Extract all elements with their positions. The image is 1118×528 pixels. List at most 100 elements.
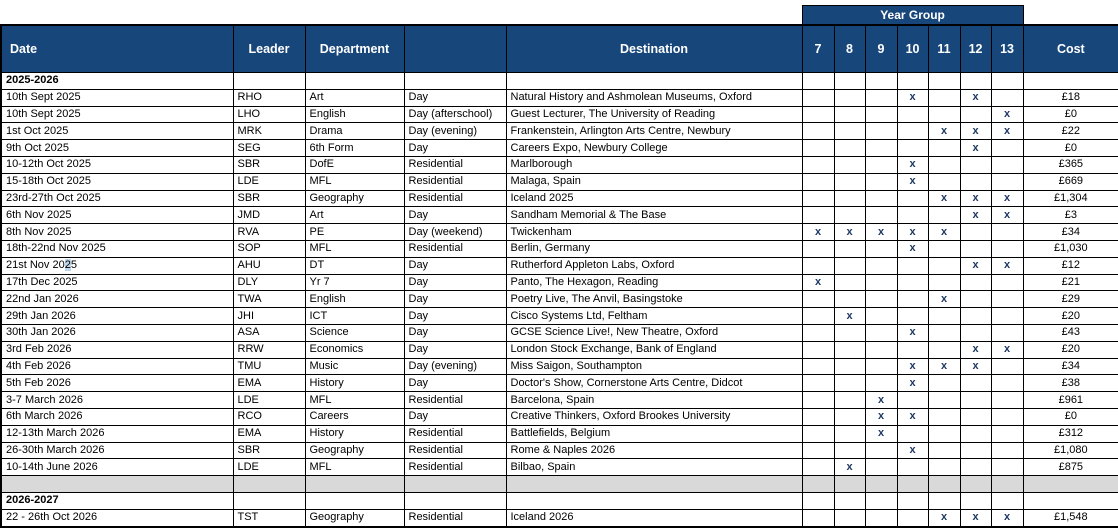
year-mark-cell xyxy=(801,374,835,393)
year-mark-cell: x xyxy=(990,189,1024,208)
year-mark-cell xyxy=(801,441,835,460)
column-header-cost: Cost xyxy=(1022,24,1118,73)
date-cell: 8th Nov 2025 xyxy=(0,223,234,241)
year-mark-cell: x xyxy=(801,223,835,241)
year-mark-cell xyxy=(864,307,898,325)
year-mark-cell xyxy=(990,391,1024,409)
year-mark-cell xyxy=(833,172,866,191)
year-mark-cell xyxy=(801,122,835,141)
cost-cell: £365 xyxy=(1022,155,1118,174)
trip-row: 5th Feb 2026 EMA History Day Doctor's Show, … xyxy=(0,374,1118,393)
year-mark-cell xyxy=(959,407,992,426)
section-empty-cell xyxy=(927,72,961,90)
year-mark-cell xyxy=(801,189,835,208)
year-mark-cell xyxy=(864,458,898,477)
leader-cell: TWA xyxy=(232,290,306,309)
leader-cell: SEG xyxy=(232,139,306,157)
trip-type-cell: Residential xyxy=(403,424,507,443)
trip-row: 10-14th June 2026 LDE MFL Residential Bilbao… xyxy=(0,458,1118,477)
leader-cell: JHI xyxy=(232,307,306,325)
year-mark-cell xyxy=(896,105,929,124)
section-empty-cell xyxy=(896,72,929,90)
year-mark-cell xyxy=(990,239,1024,258)
year-mark-cell xyxy=(896,391,929,409)
year-mark-cell xyxy=(990,223,1024,241)
date-cell: 26-30th March 2026 xyxy=(0,441,234,460)
year-mark-cell xyxy=(896,206,929,225)
year-mark-cell xyxy=(833,105,866,124)
destination-cell: Natural History and Ashmolean Museums, O… xyxy=(505,88,803,107)
trip-type-cell: Day xyxy=(403,256,507,275)
year-mark-cell: x xyxy=(896,239,929,258)
trip-type-cell: Day xyxy=(403,407,507,426)
date-cell: 17th Dec 2025 xyxy=(0,273,234,292)
destination-cell: Bilbao, Spain xyxy=(505,458,803,477)
year-mark-cell xyxy=(864,357,898,376)
destination-cell: Careers Expo, Newbury College xyxy=(505,139,803,157)
year-mark-cell: x xyxy=(959,508,992,528)
cost-cell: £1,304 xyxy=(1022,189,1118,208)
date-cell: 18th-22nd Nov 2025 xyxy=(0,239,234,258)
year-mark-cell: x xyxy=(990,508,1024,528)
column-header-year-9: 9 xyxy=(864,24,898,73)
year-mark-cell xyxy=(801,172,835,191)
year-mark-cell xyxy=(833,374,866,393)
date-cell: 23rd-27th Oct 2025 xyxy=(0,189,234,208)
cost-cell: £875 xyxy=(1022,458,1118,477)
year-mark-cell xyxy=(864,290,898,309)
selection-highlight: 2 xyxy=(64,259,71,272)
column-header-year-8: 8 xyxy=(833,24,866,73)
year-mark-cell xyxy=(959,105,992,124)
trip-row: 29th Jan 2026 JHI ICT Day Cisco Systems Ltd,… xyxy=(0,307,1118,325)
year-group-row: Year Group xyxy=(1,5,1118,26)
department-cell: English xyxy=(304,105,405,124)
section-empty-cell xyxy=(833,491,866,510)
trip-row: 4th Feb 2026 TMU Music Day (evening) Miss Sa… xyxy=(0,357,1118,376)
separator-row xyxy=(0,475,1118,493)
year-mark-cell: x xyxy=(896,407,929,426)
section-empty-cell xyxy=(403,491,507,510)
year-mark-cell xyxy=(801,340,835,359)
year-mark-cell xyxy=(801,323,835,342)
trip-type-cell: Residential xyxy=(403,441,507,460)
leader-cell: AHU xyxy=(232,256,306,275)
year-mark-cell xyxy=(864,189,898,208)
trip-row: 3-7 March 2026 LDE MFL Residential Barcelona… xyxy=(0,391,1118,409)
year-mark-cell xyxy=(833,122,866,141)
department-cell: MFL xyxy=(304,391,405,409)
leader-cell: LDE xyxy=(232,172,306,191)
cost-cell: £669 xyxy=(1022,172,1118,191)
year-mark-cell xyxy=(801,424,835,443)
trip-type-cell: Day xyxy=(403,323,507,342)
trip-row: 1st Oct 2025 MRK Drama Day (evening) Franken… xyxy=(0,122,1118,141)
separator-cell xyxy=(505,475,803,493)
year-mark-cell xyxy=(864,273,898,292)
year-mark-cell xyxy=(864,206,898,225)
leader-cell: LDE xyxy=(232,458,306,477)
year-mark-cell xyxy=(959,424,992,443)
date-cell: 3-7 March 2026 xyxy=(0,391,234,409)
year-mark-cell xyxy=(990,172,1024,191)
leader-cell: RHO xyxy=(232,88,306,107)
year-mark-cell xyxy=(927,88,961,107)
department-cell: MFL xyxy=(304,172,405,191)
leader-cell: RVA xyxy=(232,223,306,241)
trip-type-cell: Residential xyxy=(403,239,507,258)
trip-type-cell: Day xyxy=(403,307,507,325)
cost-cell: £34 xyxy=(1022,223,1118,241)
spacer-right xyxy=(1023,5,1118,25)
trip-row: 22 - 26th Oct 2026 TST Geography Residentia… xyxy=(0,508,1118,528)
year-mark-cell xyxy=(896,424,929,443)
year-mark-cell xyxy=(896,139,929,157)
leader-cell: TST xyxy=(232,508,306,528)
trip-row: 9th Oct 2025 SEG 6th Form Day Careers Expo, … xyxy=(0,139,1118,157)
section-empty-cell xyxy=(505,491,803,510)
trip-row: 15-18th Oct 2025 LDE MFL Residential Malaga,… xyxy=(0,172,1118,191)
section-empty-cell xyxy=(896,491,929,510)
department-cell: Geography xyxy=(304,508,405,528)
date-cell: 5th Feb 2026 xyxy=(0,374,234,393)
year-mark-cell: x xyxy=(990,340,1024,359)
separator-cell xyxy=(0,475,234,493)
trip-type-cell: Residential xyxy=(403,458,507,477)
year-mark-cell xyxy=(990,458,1024,477)
